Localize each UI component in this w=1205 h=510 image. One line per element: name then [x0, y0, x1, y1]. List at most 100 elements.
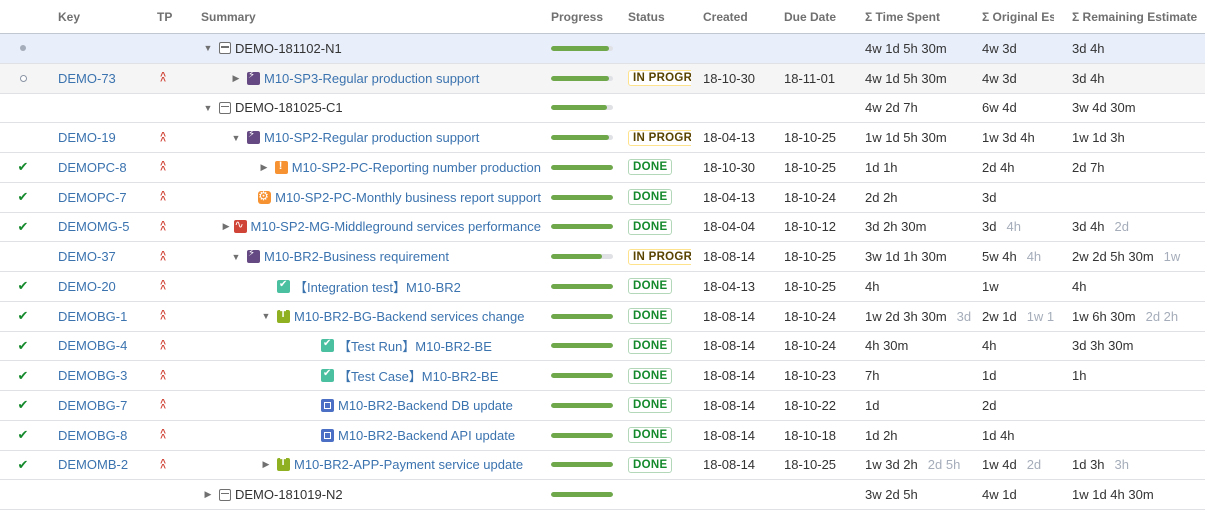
col-header-tp[interactable]: TP	[157, 9, 173, 24]
table-row[interactable]: DEMO-73 ^^ ▶ M10-SP3-Regular production sup…	[0, 63, 1205, 94]
status-badge[interactable]: IN PROGRESS	[628, 70, 691, 87]
summary-text[interactable]: M10-BR2-BG-Backend services change	[294, 308, 525, 324]
summary-text[interactable]: M10-SP2-PC-Monthly business report suppo…	[275, 189, 541, 205]
issue-key-link[interactable]: DEMOBG-1	[58, 308, 128, 324]
summary-text[interactable]: M10-SP2-Regular production support	[264, 130, 480, 146]
table-row[interactable]: DEMO-37 ^^ ▼ M10-BR2-Business requirement IN…	[0, 242, 1205, 272]
selection-dot-icon[interactable]	[20, 45, 26, 52]
expand-chevron-icon[interactable]: ▶	[260, 161, 268, 172]
issue-key-link[interactable]: DEMOBG-8	[58, 427, 128, 443]
table-row[interactable]: ✔ DEMOBG-8 ^^ ▶M10-BR2-Backend API update DO…	[0, 421, 1205, 451]
col-header-time-spent[interactable]: Σ Time Spent	[865, 9, 940, 24]
collapse-chevron-icon[interactable]: ▼	[203, 43, 213, 54]
status-badge[interactable]: DONE	[628, 427, 673, 444]
original-estimate-cell: 1d	[982, 361, 1054, 390]
progress-cell	[551, 94, 623, 123]
table-row[interactable]: ✔ DEMO-20 ^^ ▶【Integration test】M10-BR2 DONE…	[0, 272, 1205, 302]
summary-text[interactable]: 【Test Case】M10-BR2-BE	[338, 369, 499, 385]
table-row[interactable]: ✔ DEMOPC-8 ^^ ▶ M10-SP2-PC-Reporting number …	[0, 153, 1205, 183]
issue-key-link[interactable]: DEMOPC-7	[58, 189, 127, 205]
resolved-check-icon: ✔	[17, 308, 29, 324]
table-row[interactable]: DEMO-19 ^^ ▼ M10-SP2-Regular production sup…	[0, 123, 1205, 153]
priority-cell	[157, 34, 187, 63]
summary-text[interactable]: M10-SP2-PC-Reporting number production	[291, 159, 541, 175]
original-estimate-cell: 3d	[982, 183, 1054, 212]
summary-text[interactable]: M10-BR2-Backend API update	[338, 427, 516, 443]
table-row[interactable]: ✔ DEMOBG-7 ^^ ▶M10-BR2-Backend DB update DON…	[0, 391, 1205, 421]
col-header-status[interactable]: Status	[628, 9, 665, 24]
status-badge[interactable]: DONE	[628, 218, 673, 235]
table-row[interactable]: ✔ DEMOMG-5 ^^ ▶ M10-SP2-MG-Middleground serv…	[0, 213, 1205, 243]
table-row[interactable]: ▶ DEMO-181019-N2 3w 2d 5h 4w 1d 1w 1d 4h 30m	[0, 480, 1205, 510]
status-badge[interactable]: DONE	[628, 189, 673, 206]
remaining-estimate-cell: 3d 4h	[1072, 34, 1205, 63]
original-estimate-cell: 4w 3d	[982, 34, 1054, 63]
progress-cell	[551, 391, 623, 420]
issue-key-link[interactable]: DEMOBG-3	[58, 368, 128, 384]
issue-key-link[interactable]: DEMO-73	[58, 70, 116, 86]
col-header-original-estimate[interactable]: Σ Original Es	[982, 9, 1054, 24]
collapse-chevron-icon[interactable]: ▼	[203, 102, 213, 113]
status-badge[interactable]: IN PROGRESS	[628, 248, 691, 265]
due-date: 18-11-01	[784, 70, 836, 86]
table-row[interactable]: ✔ DEMOBG-3 ^^ ▶【Test Case】M10-BR2-BE DONE 18-…	[0, 361, 1205, 391]
issue-key-link[interactable]: DEMOBG-7	[58, 397, 128, 413]
table-row[interactable]: ✔ DEMOBG-1 ^^ ▼ M10-BR2-BG-Backend services …	[0, 302, 1205, 332]
selection-ring-icon[interactable]	[19, 74, 27, 82]
due-date: 18-10-23	[784, 368, 837, 384]
time-spent-cell: 2d 2h	[865, 183, 975, 212]
time-spent-cell: 4h 30m	[865, 332, 975, 361]
table-row[interactable]: ✔ DEMOBG-4 ^^ ▶【Test Run】M10-BR2-BE DONE 18-0…	[0, 332, 1205, 362]
col-header-summary[interactable]: Summary	[201, 9, 256, 24]
time-spent-value: 4w 2d 7h	[865, 100, 918, 116]
progress-bar	[551, 283, 613, 289]
summary-text[interactable]: 【Test Run】M10-BR2-BE	[338, 339, 492, 355]
priority-cell: ^ ^	[157, 421, 187, 450]
gear-icon	[258, 189, 272, 204]
issue-key-link[interactable]: DEMOBG-4	[58, 338, 128, 354]
status-badge[interactable]: DONE	[628, 159, 673, 176]
col-header-remaining-estimate[interactable]: Σ Remaining Estimate	[1072, 9, 1198, 24]
issue-key-link[interactable]: DEMO-20	[58, 278, 116, 294]
original-estimate-value: 1w	[982, 278, 999, 294]
summary-text[interactable]: M10-BR2-APP-Payment service update	[294, 457, 524, 473]
summary-text[interactable]: M10-SP2-MG-Middleground services perform…	[250, 219, 541, 235]
status-badge[interactable]: DONE	[628, 337, 673, 354]
expand-chevron-icon[interactable]: ▶	[204, 489, 212, 500]
collapse-chevron-icon[interactable]: ▼	[231, 132, 241, 143]
status-badge[interactable]: IN PROGRESS	[628, 129, 691, 146]
status-badge[interactable]: DONE	[628, 308, 673, 325]
status-badge[interactable]: DONE	[628, 397, 673, 414]
expand-chevron-icon[interactable]: ▶	[232, 72, 240, 83]
collapse-chevron-icon[interactable]: ▼	[261, 311, 271, 322]
collapse-chevron-icon[interactable]: ▼	[231, 251, 241, 262]
issue-key-link[interactable]: DEMOPC-8	[58, 159, 127, 175]
status-badge[interactable]: DONE	[628, 278, 673, 295]
remaining-estimate-value: 4h	[1072, 278, 1087, 294]
status-badge[interactable]: DONE	[628, 367, 673, 384]
table-row[interactable]: ▼ DEMO-181025-C1 4w 2d 7h 6w 4d 3w 4d 30m	[0, 94, 1205, 124]
status-badge[interactable]: DONE	[628, 456, 673, 473]
col-header-due-date[interactable]: Due Date	[784, 9, 837, 24]
col-header-progress[interactable]: Progress	[551, 9, 604, 24]
issue-key-link[interactable]: DEMOMB-2	[58, 457, 129, 473]
highest-priority-icon: ^ ^	[160, 190, 166, 207]
table-row[interactable]: ✔ DEMOPC-7 ^^ ▶M10-SP2-PC-Monthly business …	[0, 183, 1205, 213]
col-header-created[interactable]: Created	[703, 9, 748, 24]
col-header-key[interactable]: Key	[58, 9, 81, 24]
table-row[interactable]: ▼ DEMO-181102-N1 4w 1d 5h 30m 4w 3d 3d 4h	[0, 34, 1205, 64]
expand-chevron-icon[interactable]: ▶	[222, 221, 230, 232]
issue-key-link[interactable]: DEMOMG-5	[58, 219, 130, 235]
issue-key-link[interactable]: DEMO-37	[58, 249, 116, 265]
created-date: 18-10-30	[703, 70, 756, 86]
created-date: 18-08-14	[703, 338, 756, 354]
summary-text[interactable]: M10-SP3-Regular production support	[264, 70, 480, 86]
expand-chevron-icon[interactable]: ▶	[262, 459, 270, 470]
rows-container: ▼ DEMO-181102-N1 4w 1d 5h 30m 4w 3d 3d 4h DEM…	[0, 34, 1205, 510]
summary-text[interactable]: 【Integration test】M10-BR2	[294, 279, 461, 295]
issue-key-link[interactable]: DEMO-19	[58, 130, 116, 146]
time-spent-value: 1d 2h	[865, 427, 898, 443]
summary-text[interactable]: M10-BR2-Backend DB update	[338, 397, 513, 413]
summary-text[interactable]: M10-BR2-Business requirement	[264, 249, 449, 265]
table-row[interactable]: ✔ DEMOMB-2 ^^ ▶ M10-BR2-APP-Payment service …	[0, 451, 1205, 481]
